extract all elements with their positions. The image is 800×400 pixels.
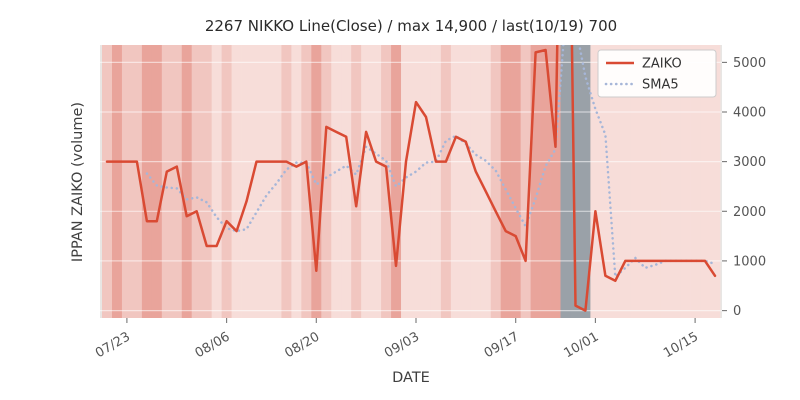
day-band xyxy=(610,45,621,318)
y-axis-label: IPPAN ZAIKO (volume) xyxy=(70,102,86,262)
day-band xyxy=(301,45,312,318)
day-band xyxy=(261,45,272,318)
day-band xyxy=(710,45,721,318)
day-band xyxy=(361,45,372,318)
day-band xyxy=(590,45,601,318)
y-tick-label: 4000 xyxy=(733,106,766,121)
day-band xyxy=(520,45,531,318)
day-band xyxy=(401,45,412,318)
day-band xyxy=(311,45,322,318)
day-band xyxy=(341,45,352,318)
day-band xyxy=(650,45,661,318)
day-band xyxy=(420,45,432,318)
day-band xyxy=(231,45,242,318)
y-tick-label: 1000 xyxy=(733,254,766,269)
day-band xyxy=(690,45,701,318)
y-tick-label: 5000 xyxy=(733,56,766,71)
day-band xyxy=(570,45,581,318)
x-tick-label: 07/23 xyxy=(93,329,133,361)
day-band xyxy=(381,45,392,318)
day-band xyxy=(440,45,452,318)
day-band xyxy=(620,45,631,318)
day-band xyxy=(580,45,591,318)
chart-title: 2267 NIKKO Line(Close) / max 14,900 / la… xyxy=(205,17,617,35)
x-tick-label: 10/15 xyxy=(661,329,701,361)
day-band xyxy=(391,45,402,318)
day-band xyxy=(221,45,232,318)
legend-sma5-label: SMA5 xyxy=(642,78,679,93)
day-band xyxy=(600,45,611,318)
y-tick-label: 0 xyxy=(733,304,741,319)
day-band xyxy=(411,45,422,318)
day-band xyxy=(490,45,502,318)
day-band xyxy=(371,45,382,318)
day-band xyxy=(251,45,262,318)
day-band xyxy=(510,45,521,318)
day-band xyxy=(351,45,362,318)
day-band xyxy=(211,45,222,318)
x-axis-label: DATE xyxy=(392,370,430,386)
day-band xyxy=(171,45,183,318)
day-band xyxy=(450,45,462,318)
y-tick-label: 2000 xyxy=(733,205,766,220)
day-band xyxy=(191,45,203,318)
day-band xyxy=(670,45,681,318)
day-band xyxy=(161,45,173,318)
day-band xyxy=(470,45,482,318)
day-band xyxy=(700,45,711,318)
day-band xyxy=(550,45,561,318)
day-band xyxy=(131,45,143,318)
day-band xyxy=(560,45,571,318)
zaiko-line xyxy=(105,45,717,312)
x-tick-label: 10/01 xyxy=(561,329,601,361)
day-band xyxy=(141,45,153,318)
day-band xyxy=(460,45,472,318)
day-band xyxy=(430,45,442,318)
legend: ZAIKO SMA5 xyxy=(597,49,717,98)
day-band xyxy=(321,45,332,318)
y-tick-label: 3000 xyxy=(733,155,766,170)
x-tick-label: 08/20 xyxy=(282,329,322,361)
day-band xyxy=(540,45,551,318)
day-band xyxy=(630,45,641,318)
day-band xyxy=(102,45,113,318)
day-band xyxy=(241,45,252,318)
day-band xyxy=(680,45,691,318)
legend-zaiko-label: ZAIKO xyxy=(642,57,682,72)
day-band xyxy=(111,45,123,318)
day-band xyxy=(281,45,292,318)
day-band xyxy=(480,45,492,318)
day-band xyxy=(121,45,133,318)
x-tick-label: 09/03 xyxy=(382,329,422,361)
day-band xyxy=(530,45,541,318)
day-band xyxy=(331,45,342,318)
x-tick-label: 09/17 xyxy=(482,329,522,361)
day-band xyxy=(151,45,163,318)
day-band xyxy=(640,45,651,318)
day-band xyxy=(181,45,193,318)
day-band xyxy=(500,45,512,318)
day-band xyxy=(271,45,282,318)
day-band xyxy=(291,45,302,318)
x-tick-label: 08/06 xyxy=(193,329,233,361)
day-band xyxy=(660,45,671,318)
day-band xyxy=(201,45,213,318)
